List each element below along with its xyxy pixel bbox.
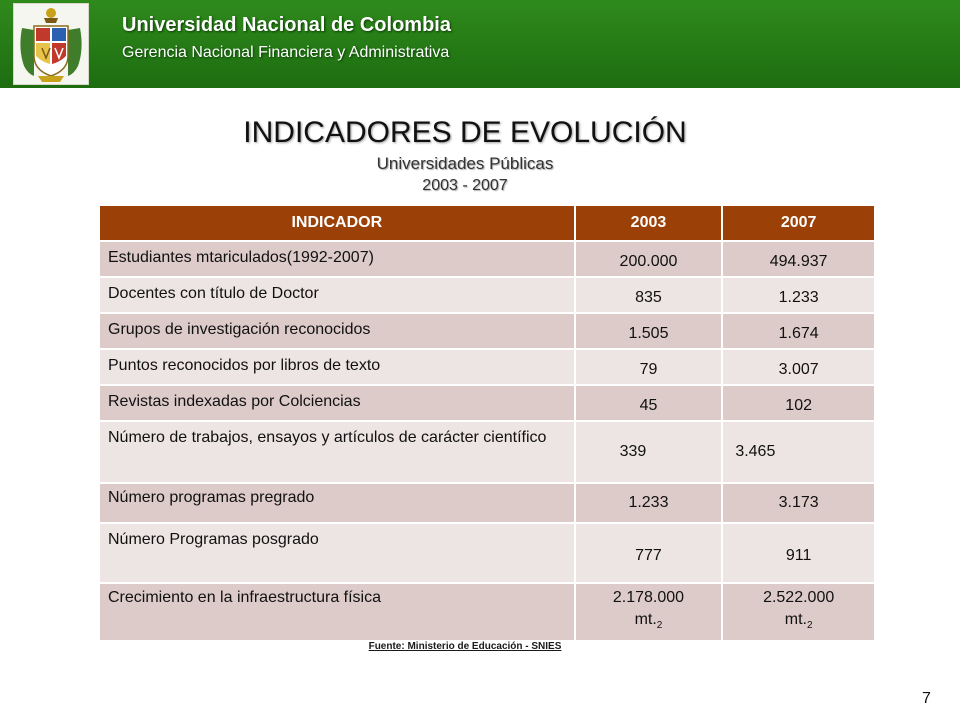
value-2007-cell: 1.233	[721, 276, 876, 314]
table-row: Número de trabajos, ensayos y artículos …	[98, 420, 876, 484]
table-row: Docentes con título de Doctor 835 1.233	[98, 276, 876, 314]
value-2003-cell: 79	[573, 348, 724, 386]
department-name: Gerencia Nacional Financiera y Administr…	[122, 44, 450, 61]
value-2003-cell: 200.000	[573, 240, 724, 278]
header-2007: 2007	[721, 204, 876, 242]
indicator-cell: Puntos reconocidos por libros de texto	[98, 348, 576, 386]
value-2003-cell: 339	[573, 420, 724, 484]
value-2003-cell: 1.505	[573, 312, 724, 350]
table-row: Crecimiento en la infraestructura física…	[98, 582, 876, 642]
university-logo	[13, 3, 89, 85]
value-2003-cell: 777	[573, 522, 724, 584]
table-row: Estudiantes mtariculados(1992-2007) 200.…	[98, 240, 876, 278]
year-range: 2003 - 2007	[422, 177, 508, 194]
unit-subscript: 2	[656, 620, 663, 632]
slide-subtitle: Universidades Públicas	[376, 154, 554, 173]
table-row: Revistas indexadas por Colciencias 45 10…	[98, 384, 876, 422]
header-indicator: INDICADOR	[98, 204, 576, 242]
value-2007-cell: 3.465	[721, 420, 876, 484]
unit-label: mt.	[784, 610, 807, 628]
table-header-row: INDICADOR 2003 2007	[98, 204, 876, 242]
source-note: Fuente: Ministerio de Educación - SNIES	[368, 641, 562, 652]
table-row: Número Programas posgrado 777 911	[98, 522, 876, 584]
value-2003-cell: 45	[573, 384, 724, 422]
value-2007-cell: 3.007	[721, 348, 876, 386]
indicator-cell: Docentes con título de Doctor	[98, 276, 576, 314]
header-bar: Universidad Nacional de Colombia Gerenci…	[0, 0, 960, 88]
table-row: Grupos de investigación reconocidos 1.50…	[98, 312, 876, 350]
table-row: Número programas pregrado 1.233 3.173	[98, 482, 876, 524]
indicator-cell: Grupos de investigación reconocidos	[98, 312, 576, 350]
indicators-table: INDICADOR 2003 2007 Estudiantes mtaricul…	[98, 204, 876, 642]
value-2007-cell: 1.674	[721, 312, 876, 350]
value-2007-cell: 3.173	[721, 482, 876, 524]
value-2007-cell: 2.522.000 mt.2	[721, 582, 876, 642]
value-2007-number: 2.522.000	[763, 588, 835, 606]
coat-of-arms-icon	[20, 8, 82, 82]
table-row: Puntos reconocidos por libros de texto 7…	[98, 348, 876, 386]
value-2003-number: 2.178.000	[612, 588, 685, 606]
indicator-cell: Número de trabajos, ensayos y artículos …	[98, 420, 576, 484]
university-name: Universidad Nacional de Colombia	[122, 14, 451, 36]
value-2007-cell: 911	[721, 522, 876, 584]
value-2007-cell: 494.937	[721, 240, 876, 278]
indicator-cell: Revistas indexadas por Colciencias	[98, 384, 576, 422]
unit-subscript: 2	[806, 620, 813, 632]
indicator-cell: Número Programas posgrado	[98, 522, 576, 584]
value-2003-cell: 835	[573, 276, 724, 314]
value-2003-cell: 2.178.000 mt.2	[573, 582, 724, 642]
value-2007-cell: 102	[721, 384, 876, 422]
indicator-cell: Número programas pregrado	[98, 482, 576, 524]
unit-label: mt.	[634, 610, 657, 628]
value-2003-cell: 1.233	[573, 482, 724, 524]
indicator-cell: Estudiantes mtariculados(1992-2007)	[98, 240, 576, 278]
slide-title: INDICADORES DE EVOLUCIÓN	[243, 116, 687, 149]
header-2003: 2003	[573, 204, 724, 242]
page-number: 7	[922, 690, 931, 707]
indicator-cell: Crecimiento en la infraestructura física	[98, 582, 576, 642]
